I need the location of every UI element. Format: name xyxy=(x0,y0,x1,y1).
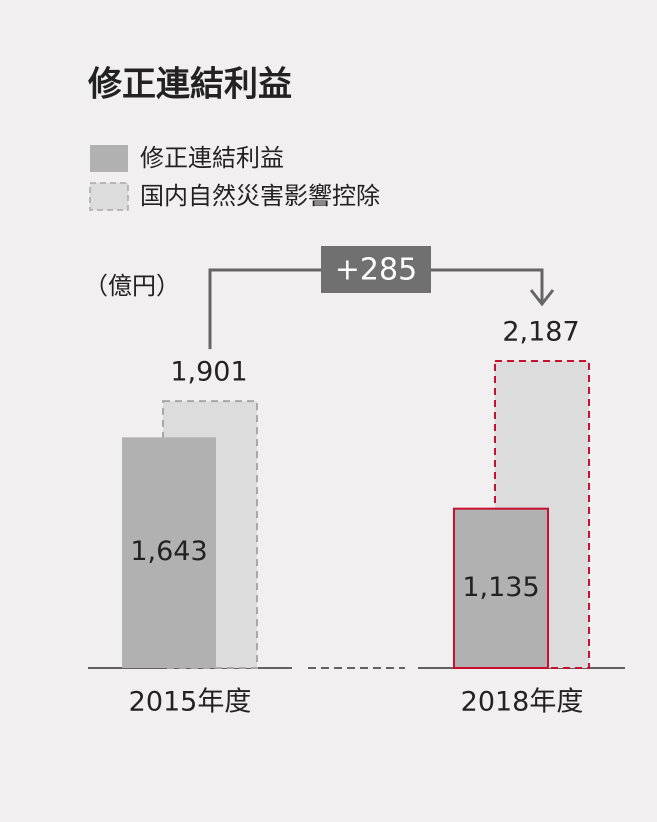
annotation-label: +285 xyxy=(335,253,417,288)
value-label: 1,901 xyxy=(170,357,247,388)
bar xyxy=(122,437,216,668)
annotation-box xyxy=(321,246,431,293)
x-tick-label: 2018年度 xyxy=(461,687,584,718)
chart-title: 修正連結利益 xyxy=(87,65,292,105)
value-label: 1,643 xyxy=(130,536,207,567)
legend-swatch xyxy=(89,182,129,211)
bar xyxy=(453,507,549,669)
legend-label: 修正連結利益 xyxy=(140,144,284,172)
x-tick-label: 2015年度 xyxy=(129,687,252,718)
value-label: 1,135 xyxy=(462,572,539,603)
value-label: 2,187 xyxy=(502,317,579,348)
unit-label: （億円） xyxy=(84,272,180,300)
legend-swatch xyxy=(90,145,128,172)
legend-label: 国内自然災害影響控除 xyxy=(140,182,380,210)
annotation-arrow xyxy=(529,289,555,307)
